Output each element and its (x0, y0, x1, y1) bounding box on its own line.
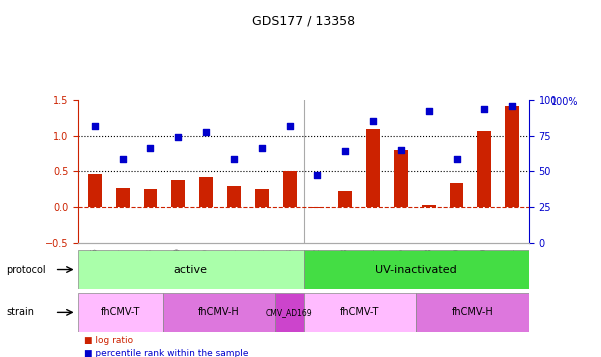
Bar (88, 174, 102, 207)
Text: CMV_AD169: CMV_AD169 (266, 308, 313, 317)
Point (118, 156, 127, 161)
Bar (282, 171, 296, 207)
Bar (144, 189, 157, 207)
Bar (338, 191, 352, 207)
FancyBboxPatch shape (163, 293, 275, 332)
Point (201, 129, 211, 135)
Text: protocol: protocol (6, 265, 46, 275)
Point (480, 106, 489, 112)
Point (452, 156, 462, 161)
Bar (311, 207, 325, 208)
Bar (450, 183, 463, 207)
Bar (422, 205, 436, 207)
Point (145, 145, 155, 151)
Text: fhCMV-T: fhCMV-T (340, 307, 380, 317)
Bar (366, 129, 380, 207)
FancyBboxPatch shape (416, 293, 529, 332)
Point (507, 103, 517, 109)
FancyBboxPatch shape (304, 293, 416, 332)
Bar (394, 150, 408, 207)
Point (313, 172, 322, 178)
Text: GDS177 / 13358: GDS177 / 13358 (252, 14, 355, 27)
Text: fhCMV-H: fhCMV-H (452, 307, 493, 317)
FancyBboxPatch shape (78, 293, 163, 332)
Bar (477, 131, 492, 207)
FancyBboxPatch shape (304, 250, 529, 289)
Point (90, 124, 100, 129)
Point (396, 147, 406, 153)
Text: UV-inactivated: UV-inactivated (375, 265, 457, 275)
Bar (199, 177, 213, 207)
Point (174, 134, 183, 140)
Bar (116, 188, 130, 207)
Text: active: active (174, 265, 208, 275)
Point (285, 124, 294, 129)
FancyBboxPatch shape (78, 250, 304, 289)
FancyBboxPatch shape (275, 293, 304, 332)
Text: ■ percentile rank within the sample: ■ percentile rank within the sample (84, 349, 249, 357)
Y-axis label: 100%: 100% (551, 97, 579, 107)
Point (229, 156, 239, 161)
Text: strain: strain (6, 307, 34, 317)
Bar (255, 189, 269, 207)
Text: fhCMV-T: fhCMV-T (101, 307, 140, 317)
Point (368, 119, 378, 124)
Bar (227, 186, 241, 207)
Point (340, 149, 350, 154)
Bar (505, 106, 519, 207)
Text: ■ log ratio: ■ log ratio (84, 336, 133, 346)
Point (424, 108, 433, 114)
Bar (171, 180, 185, 207)
Point (257, 145, 267, 151)
Text: fhCMV-H: fhCMV-H (198, 307, 240, 317)
